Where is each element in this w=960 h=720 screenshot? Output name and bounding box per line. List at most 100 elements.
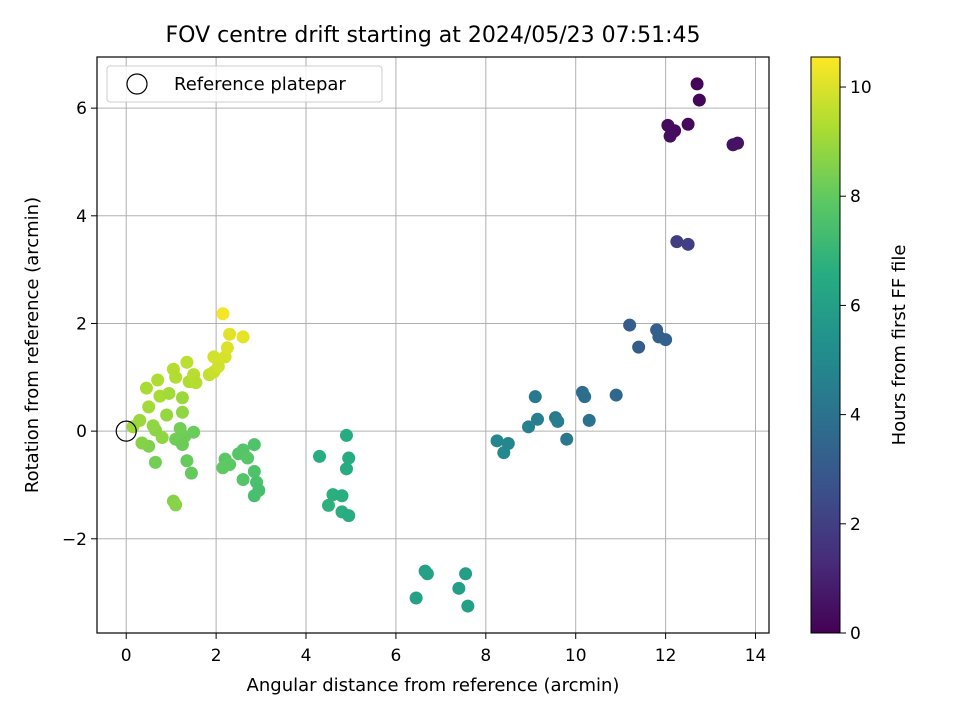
data-point <box>160 408 174 422</box>
colorbar-bar <box>810 56 841 634</box>
data-point <box>420 567 434 581</box>
data-point <box>148 455 162 469</box>
data-point <box>220 341 234 355</box>
data-point <box>461 599 475 613</box>
data-point <box>663 129 677 143</box>
data-point <box>632 340 646 354</box>
data-point <box>681 237 695 251</box>
data-point <box>578 390 592 404</box>
colorbar-tick-label: 4 <box>850 406 861 426</box>
data-point <box>187 425 201 439</box>
data-points <box>126 77 745 613</box>
data-point <box>126 420 140 434</box>
data-point <box>528 390 542 404</box>
data-point <box>321 498 335 512</box>
legend-label: Reference platepar <box>174 74 346 95</box>
y-axis-ticks: −2 0 2 4 6 <box>62 99 97 550</box>
data-point <box>211 360 225 374</box>
x-axis-label: Angular distance from reference (arcmin) <box>247 675 620 696</box>
data-point <box>342 509 356 523</box>
data-point <box>207 350 221 364</box>
data-point <box>236 330 250 344</box>
colorbar-tick-label: 8 <box>850 187 861 207</box>
data-point <box>135 436 149 450</box>
data-point <box>169 498 183 512</box>
data-point <box>313 449 327 463</box>
data-point <box>497 446 511 460</box>
colorbar-tick-label: 6 <box>850 296 861 316</box>
data-point <box>216 461 230 475</box>
data-point <box>142 400 156 414</box>
data-point <box>241 451 255 465</box>
plot-area-frame <box>96 56 770 634</box>
legend-marker-circle <box>126 73 148 95</box>
data-point <box>175 438 189 452</box>
data-point <box>522 420 536 434</box>
data-point <box>184 466 198 480</box>
data-point <box>582 413 596 427</box>
x-tick-label: 0 <box>121 646 132 666</box>
data-point <box>531 412 545 426</box>
x-axis-ticks: 0 2 4 6 8 10 12 14 <box>121 633 767 666</box>
y-tick-label: 4 <box>76 207 87 227</box>
y-axis-label: Rotation from reference (arcmin) <box>22 197 43 493</box>
x-tick-label: 2 <box>211 646 222 666</box>
y-tick-label: 0 <box>76 422 87 442</box>
chart-title: FOV centre drift starting at 2024/05/23 … <box>166 23 701 48</box>
data-point <box>180 355 194 369</box>
colorbar-ticks: 0 2 4 6 8 10 <box>840 78 872 644</box>
data-point <box>551 414 565 428</box>
data-point <box>151 373 165 387</box>
colorbar-label: Hours from first FF file <box>889 245 910 446</box>
data-point <box>169 370 183 384</box>
colorbar: 0 2 4 6 8 10 Hours from first FF file <box>810 56 910 644</box>
data-point <box>681 117 695 131</box>
data-point <box>146 419 160 433</box>
data-point <box>175 405 189 419</box>
data-point <box>247 489 261 503</box>
data-point <box>175 391 189 405</box>
data-point <box>690 77 704 91</box>
data-point <box>560 432 574 446</box>
data-point <box>459 567 473 581</box>
colorbar-tick-label: 0 <box>850 624 861 644</box>
data-point <box>139 381 153 395</box>
data-point <box>623 318 637 332</box>
x-tick-label: 8 <box>480 646 491 666</box>
data-point <box>452 581 466 595</box>
legend: Reference platepar <box>106 65 383 103</box>
data-point <box>236 473 250 487</box>
data-point <box>490 434 504 448</box>
colorbar-tick-label: 10 <box>850 78 872 98</box>
y-tick-label: 2 <box>76 314 87 334</box>
data-point <box>189 376 203 390</box>
y-tick-label: 6 <box>76 99 87 119</box>
data-point <box>216 307 230 321</box>
data-point <box>180 454 194 468</box>
data-point <box>409 591 423 605</box>
data-point <box>335 489 349 503</box>
x-tick-label: 6 <box>391 646 402 666</box>
data-point <box>162 386 176 400</box>
legend-box <box>106 65 383 103</box>
data-point <box>609 388 623 402</box>
data-point <box>173 421 187 435</box>
x-tick-label: 12 <box>655 646 677 666</box>
data-point <box>342 451 356 465</box>
data-point <box>670 235 684 249</box>
x-tick-label: 14 <box>745 646 767 666</box>
data-point <box>223 327 237 341</box>
colorbar-tick-label: 2 <box>850 515 861 535</box>
data-point <box>339 462 353 476</box>
data-point <box>247 438 261 452</box>
data-point <box>659 333 673 347</box>
reference-platepar-marker <box>115 420 137 442</box>
x-tick-label: 4 <box>301 646 312 666</box>
data-point <box>339 428 353 442</box>
data-point <box>692 93 706 107</box>
y-tick-label: −2 <box>62 530 87 550</box>
data-point <box>247 465 261 479</box>
grid-lines <box>97 57 769 633</box>
x-tick-label: 10 <box>565 646 587 666</box>
